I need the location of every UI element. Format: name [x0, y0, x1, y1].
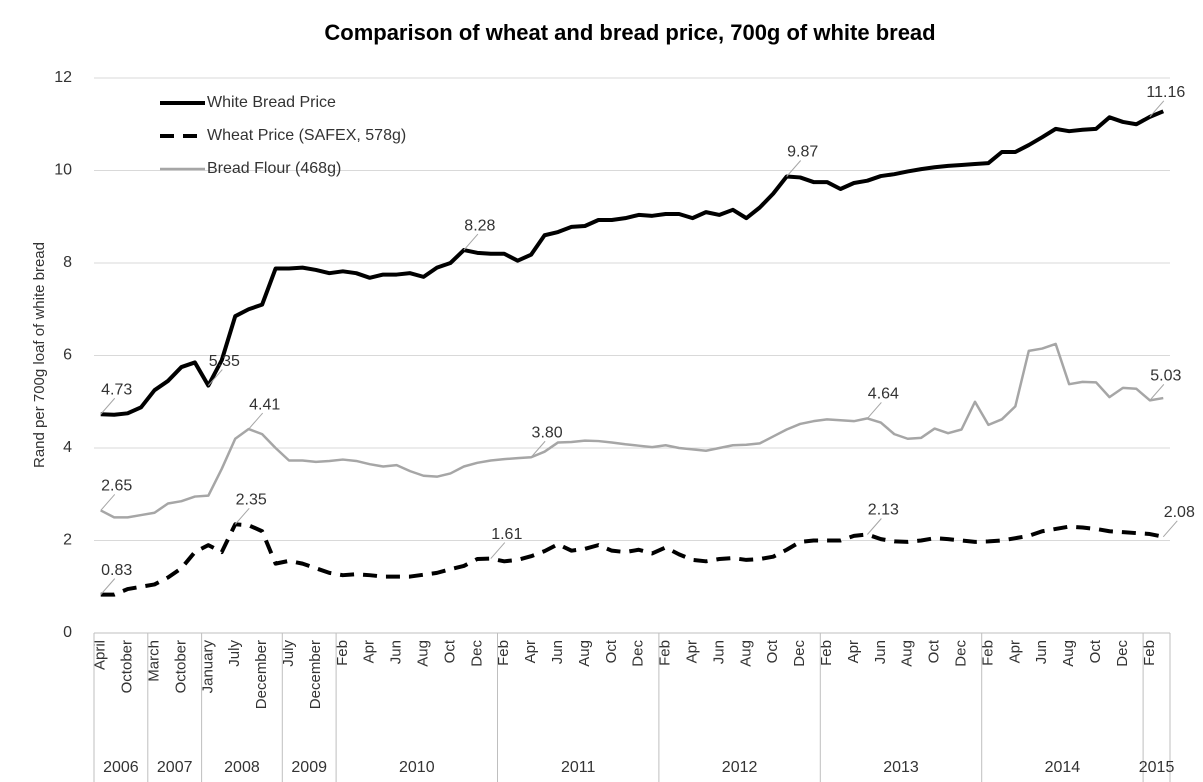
x-tick-label: Dec — [468, 640, 485, 667]
x-tick-label: Dec — [791, 640, 808, 667]
data-label: 8.28 — [464, 217, 495, 234]
label-leader — [100, 397, 116, 415]
y-axis-label: Rand per 700g loaf of white bread — [31, 242, 48, 468]
data-label: 2.13 — [868, 502, 899, 519]
x-tick-label: Aug — [576, 640, 593, 667]
x-tick-label: Feb — [657, 640, 674, 666]
label-leader — [1149, 100, 1165, 118]
group-label: 2012 — [722, 759, 758, 776]
series-line — [100, 109, 1165, 417]
x-tick-label: January — [199, 640, 216, 694]
label-leader — [248, 412, 264, 430]
x-tick-label: Aug — [737, 640, 754, 667]
x-tick-label: Apr — [522, 640, 539, 663]
x-tick-label: July — [226, 640, 243, 667]
label-leader — [490, 542, 506, 559]
data-label: 2.08 — [1164, 504, 1195, 521]
label-leader — [786, 160, 802, 177]
data-label: 4.73 — [101, 381, 132, 398]
group-label: 2009 — [291, 759, 327, 776]
data-label: 2.35 — [236, 492, 267, 509]
data-label: 1.61 — [491, 526, 522, 543]
x-tick-label: Apr — [683, 640, 700, 663]
label-leader — [1162, 520, 1178, 538]
label-leader — [1149, 384, 1165, 401]
group-label: 2014 — [1045, 759, 1081, 776]
x-tick-label: Apr — [845, 640, 862, 663]
x-tick-label: Oct — [764, 639, 781, 663]
label-leader — [100, 494, 116, 511]
data-label: 11.16 — [1146, 84, 1185, 101]
x-tick-label: Apr — [361, 640, 378, 663]
y-tick-label: 4 — [63, 439, 72, 456]
group-label: 2011 — [561, 759, 596, 776]
group-label: 2015 — [1139, 759, 1175, 776]
data-label: 0.83 — [101, 562, 132, 579]
x-tick-label: Feb — [334, 640, 351, 666]
x-tick-label: Jun — [872, 640, 889, 664]
x-tick-label: October — [172, 640, 189, 693]
data-label: 4.64 — [868, 386, 899, 403]
x-tick-label: Dec — [630, 640, 647, 667]
group-label: 2006 — [103, 759, 139, 776]
legend-label: White Bread Price — [207, 94, 336, 111]
data-label: 2.65 — [101, 478, 132, 495]
label-leader — [234, 507, 250, 525]
data-label: 4.41 — [249, 396, 280, 413]
group-label: 2013 — [883, 759, 919, 776]
chart-title: Comparison of wheat and bread price, 700… — [324, 20, 935, 45]
x-tick-label: March — [145, 640, 162, 682]
y-tick-label: 2 — [63, 532, 72, 549]
y-tick-label: 12 — [54, 69, 72, 86]
y-tick-label: 10 — [54, 162, 72, 179]
x-tick-label: Dec — [1114, 640, 1131, 667]
y-tick-label: 6 — [63, 347, 72, 364]
legend-label: Bread Flour (468g) — [207, 160, 341, 177]
x-tick-label: Aug — [1060, 640, 1077, 667]
x-tick-label: Jun — [549, 640, 566, 664]
y-tick-label: 0 — [63, 624, 72, 641]
x-tick-label: December — [307, 640, 324, 709]
x-tick-label: Apr — [1006, 640, 1023, 663]
x-tick-label: Jun — [710, 640, 727, 664]
label-leader — [207, 369, 223, 386]
label-leader — [866, 518, 882, 535]
x-tick-label: Jun — [388, 640, 405, 664]
x-tick-label: Oct — [441, 639, 458, 663]
x-tick-label: December — [253, 640, 270, 709]
data-label: 5.03 — [1150, 368, 1181, 385]
x-tick-label: April — [92, 640, 109, 670]
x-tick-label: Feb — [818, 640, 835, 666]
x-tick-label: Feb — [979, 640, 996, 666]
label-leader — [463, 233, 479, 251]
x-tick-label: October — [119, 640, 136, 693]
x-tick-label: Oct — [603, 639, 620, 663]
label-leader — [530, 440, 546, 458]
y-tick-label: 8 — [63, 254, 72, 271]
x-tick-label: Oct — [1087, 639, 1104, 663]
group-label: 2007 — [157, 759, 193, 776]
label-leader — [100, 578, 116, 595]
data-label: 9.87 — [787, 144, 818, 161]
x-tick-label: Feb — [1141, 640, 1158, 666]
data-label: 5.35 — [209, 353, 240, 370]
x-tick-label: Aug — [414, 640, 431, 667]
label-leader — [866, 402, 882, 419]
x-tick-label: Oct — [926, 639, 943, 663]
group-label: 2008 — [224, 759, 260, 776]
legend-label: Wheat Price (SAFEX, 578g) — [207, 127, 406, 144]
x-tick-label: Aug — [899, 640, 916, 667]
x-tick-label: July — [280, 640, 297, 667]
x-tick-label: Feb — [495, 640, 512, 666]
data-label: 3.80 — [532, 424, 563, 441]
x-tick-label: Dec — [952, 640, 969, 667]
group-label: 2010 — [399, 759, 435, 776]
series-line — [100, 522, 1164, 597]
x-tick-label: Jun — [1033, 640, 1050, 664]
series-line — [100, 342, 1164, 519]
